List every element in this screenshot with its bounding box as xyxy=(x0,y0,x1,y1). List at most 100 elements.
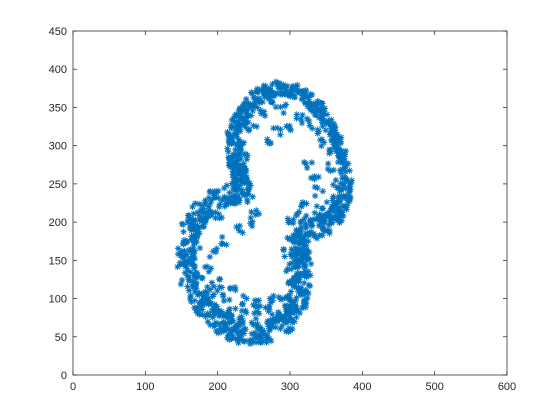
scatter-point xyxy=(346,183,354,190)
y-tick-label: 50 xyxy=(55,332,67,344)
scatter-point xyxy=(198,296,205,304)
scatter-point xyxy=(251,332,258,339)
scatter-point xyxy=(196,311,203,318)
scatter-point xyxy=(224,314,232,322)
scatter-point xyxy=(248,222,256,230)
y-tick-label: 350 xyxy=(49,102,67,114)
scatter-point xyxy=(284,265,291,273)
scatter-point xyxy=(238,328,246,335)
scatter-point xyxy=(332,138,339,145)
scatter-point xyxy=(210,283,218,290)
scatter-point xyxy=(248,330,255,337)
scatter-point xyxy=(298,223,305,231)
scatter-point xyxy=(337,169,345,177)
scatter-point xyxy=(232,164,239,171)
scatter-point xyxy=(198,202,206,209)
scatter-point xyxy=(290,275,297,282)
scatter-point xyxy=(187,220,195,228)
scatter-point xyxy=(284,89,291,97)
scatter-point xyxy=(292,302,299,310)
scatter-point xyxy=(298,254,305,261)
scatter-point xyxy=(218,214,226,221)
scatter-point xyxy=(209,248,217,255)
scatter-point xyxy=(303,115,311,122)
scatter-point xyxy=(208,211,215,218)
scatter-point xyxy=(201,263,209,271)
scatter-point xyxy=(250,94,257,101)
scatter-point xyxy=(254,104,261,111)
scatter-point xyxy=(212,248,220,256)
scatter-point xyxy=(229,332,236,340)
scatter-point xyxy=(213,189,220,196)
scatter-point xyxy=(234,175,241,182)
scatter-point xyxy=(227,155,234,162)
scatter-point xyxy=(345,198,353,205)
scatter-point xyxy=(233,329,240,336)
scatter-point xyxy=(249,90,256,97)
scatter-point xyxy=(307,219,315,226)
scatter-point xyxy=(329,195,337,202)
scatter-point xyxy=(298,248,305,255)
scatter-point xyxy=(224,309,232,316)
scatter-point xyxy=(303,272,310,280)
scatter-point xyxy=(302,225,310,232)
scatter-point xyxy=(317,104,324,111)
scatter-point xyxy=(301,288,308,295)
scatter-point xyxy=(308,91,316,99)
scatter-point xyxy=(244,112,251,120)
scatter-point xyxy=(272,324,279,331)
scatter-point xyxy=(293,115,300,122)
scatter-point xyxy=(283,318,291,326)
scatter-point xyxy=(242,175,250,182)
scatter-point xyxy=(307,174,315,182)
scatter-point xyxy=(288,259,296,267)
scatter-point xyxy=(339,193,347,201)
scatter-point xyxy=(212,214,219,222)
scatter-point xyxy=(287,307,295,314)
scatter-point xyxy=(270,91,278,99)
scatter-point xyxy=(288,246,295,253)
scatter-point xyxy=(311,192,319,200)
scatter-point xyxy=(205,295,212,302)
scatter-point xyxy=(218,233,226,241)
scatter-point xyxy=(328,116,335,123)
scatter-point xyxy=(279,90,286,98)
scatter-point xyxy=(231,325,239,332)
scatter-point xyxy=(177,280,185,288)
scatter-point xyxy=(196,212,203,219)
scatter-point xyxy=(206,188,213,196)
scatter-point xyxy=(187,295,194,303)
scatter-point xyxy=(316,232,323,239)
x-tick-label: 600 xyxy=(498,381,516,393)
scatter-point xyxy=(265,95,272,103)
scatter-point xyxy=(315,99,322,106)
scatter-point xyxy=(270,125,277,132)
scatter-point xyxy=(179,254,186,261)
scatter-point xyxy=(320,105,327,113)
scatter-point xyxy=(327,167,334,175)
scatter-point xyxy=(339,174,346,182)
scatter-point xyxy=(212,209,219,216)
scatter-point xyxy=(231,176,239,184)
scatter-point xyxy=(277,296,285,303)
scatter-point xyxy=(307,216,314,224)
scatter-point xyxy=(296,239,304,247)
scatter-point xyxy=(232,305,239,312)
scatter-point xyxy=(328,214,335,221)
scatter-point xyxy=(228,313,235,320)
scatter-point xyxy=(318,218,325,225)
scatter-point xyxy=(191,304,198,311)
scatter-point xyxy=(283,268,290,275)
scatter-point xyxy=(204,283,211,291)
scatter-point xyxy=(244,152,251,159)
scatter-point xyxy=(300,215,308,223)
scatter-point xyxy=(232,146,239,154)
scatter-point xyxy=(231,181,238,189)
scatter-point xyxy=(228,180,236,187)
scatter-point xyxy=(298,119,306,127)
scatter-point xyxy=(322,211,330,219)
scatter-point xyxy=(280,313,288,321)
scatter-point xyxy=(236,125,243,133)
scatter-point xyxy=(283,123,290,130)
scatter-point xyxy=(263,339,270,346)
